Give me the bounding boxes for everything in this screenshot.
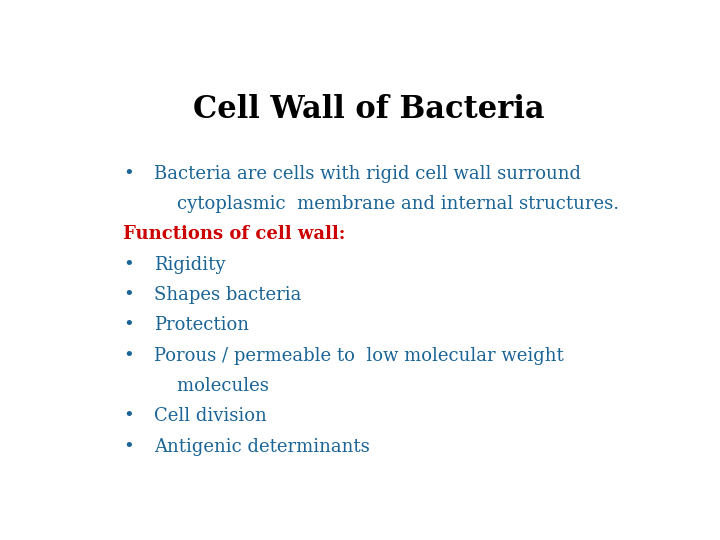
Text: cytoplasmic  membrane and internal structures.: cytoplasmic membrane and internal struct… <box>154 195 619 213</box>
Text: Protection: Protection <box>154 316 249 334</box>
Text: Cell division: Cell division <box>154 407 267 426</box>
Text: Shapes bacteria: Shapes bacteria <box>154 286 302 304</box>
Text: Porous / permeable to  low molecular weight: Porous / permeable to low molecular weig… <box>154 347 564 364</box>
Text: •: • <box>124 347 134 364</box>
Text: Antigenic determinants: Antigenic determinants <box>154 438 370 456</box>
Text: molecules: molecules <box>154 377 269 395</box>
Text: •: • <box>124 407 134 426</box>
Text: •: • <box>124 438 134 456</box>
Text: •: • <box>124 255 134 274</box>
Text: •: • <box>124 165 134 183</box>
Text: Functions of cell wall:: Functions of cell wall: <box>124 225 346 244</box>
Text: Cell Wall of Bacteria: Cell Wall of Bacteria <box>193 94 545 125</box>
Text: •: • <box>124 286 134 304</box>
Text: •: • <box>124 316 134 334</box>
Text: Bacteria are cells with rigid cell wall surround: Bacteria are cells with rigid cell wall … <box>154 165 581 183</box>
Text: Rigidity: Rigidity <box>154 255 225 274</box>
